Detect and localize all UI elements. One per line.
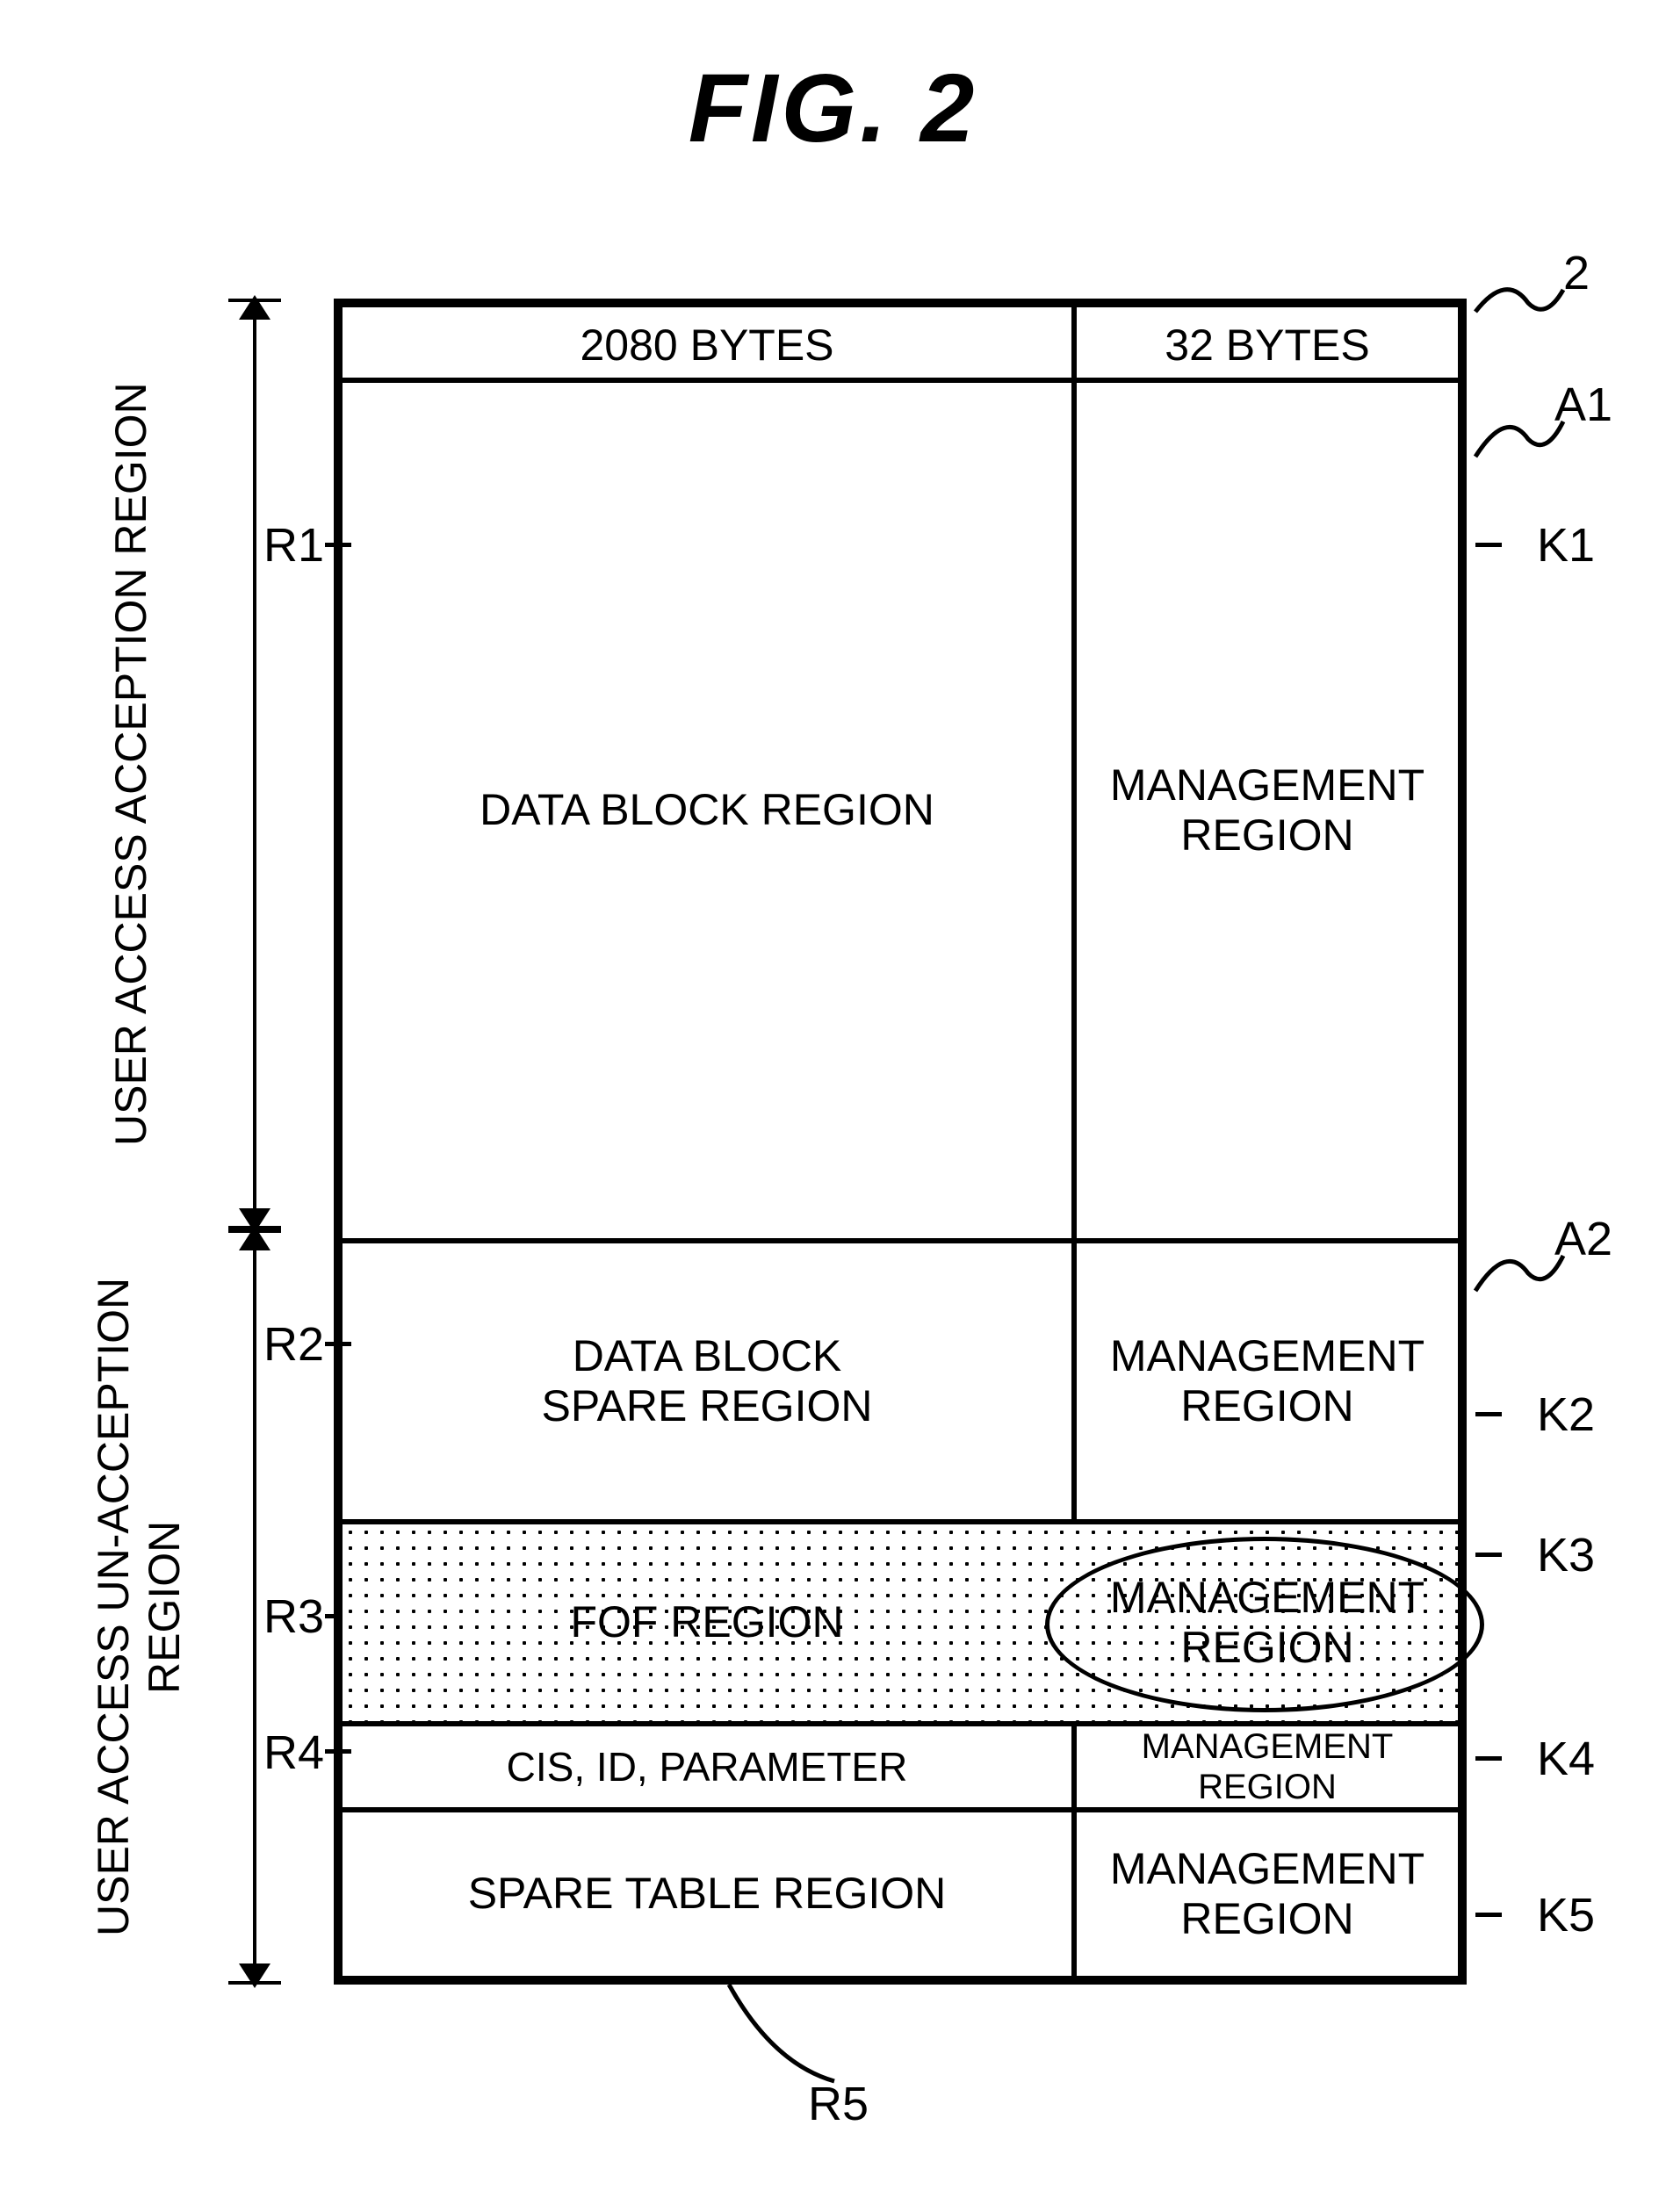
header-left: 2080 BYTES	[343, 307, 1071, 383]
leader-r5	[720, 1985, 896, 2090]
figure-title: FIG. 2	[0, 53, 1666, 164]
row-r5: SPARE TABLE REGION MANAGEMENTREGION	[343, 1812, 1458, 1976]
page: FIG. 2 USER ACCESS ACCEPTION REGION USER…	[0, 0, 1666, 2212]
tick-k5	[1475, 1913, 1502, 1917]
highlight-ellipse-k3	[1045, 1537, 1484, 1712]
cell-r5-right: MANAGEMENTREGION	[1077, 1812, 1458, 1976]
cell-r1-right: MANAGEMENTREGION	[1077, 383, 1458, 1238]
tick-k3	[1475, 1553, 1502, 1557]
label-user-acception: USER ACCESS ACCEPTION REGION	[105, 299, 156, 1229]
label-k3: K3	[1537, 1528, 1595, 1582]
brace-user-acception	[228, 299, 281, 1229]
leader-a2	[1475, 1247, 1572, 1300]
tick-k4	[1475, 1756, 1502, 1761]
label-k5: K5	[1537, 1888, 1595, 1942]
cell-r3-left: FOF REGION	[343, 1524, 1071, 1721]
cell-r2-left: DATA BLOCKSPARE REGION	[343, 1243, 1071, 1519]
label-k1: K1	[1537, 518, 1595, 573]
label-r3: R3	[263, 1589, 324, 1644]
row-r4: CIS, ID, PARAMETER MANAGEMENTREGION	[343, 1726, 1458, 1807]
leader-2	[1475, 277, 1572, 329]
header-right: 32 BYTES	[1077, 307, 1458, 383]
cell-r4-right: MANAGEMENTREGION	[1077, 1726, 1458, 1807]
label-k4: K4	[1537, 1732, 1595, 1786]
label-r2: R2	[263, 1317, 324, 1372]
cell-r5-left: SPARE TABLE REGION	[343, 1812, 1071, 1976]
label-r4: R4	[263, 1726, 324, 1780]
header-row: 2080 BYTES 32 BYTES	[343, 307, 1458, 383]
row-r1: DATA BLOCK REGION MANAGEMENTREGION	[343, 383, 1458, 1238]
label-k2: K2	[1537, 1387, 1595, 1442]
memory-map-table: 2080 BYTES 32 BYTES DATA BLOCK REGION MA…	[334, 299, 1467, 1985]
tick-k1	[1475, 543, 1502, 547]
cell-r1-left: DATA BLOCK REGION	[343, 383, 1071, 1238]
cell-r2-right: MANAGEMENTREGION	[1077, 1243, 1458, 1519]
row-r2: DATA BLOCKSPARE REGION MANAGEMENTREGION	[343, 1243, 1458, 1519]
cell-r4-left: CIS, ID, PARAMETER	[343, 1726, 1071, 1807]
label-user-un-acception: USER ACCESS UN-ACCEPTIONREGION	[88, 1229, 190, 1985]
leader-a1	[1475, 413, 1572, 465]
label-r1: R1	[263, 518, 324, 573]
tick-k2	[1475, 1412, 1502, 1416]
